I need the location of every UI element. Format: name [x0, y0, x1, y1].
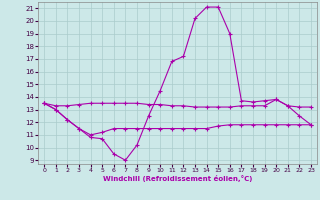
X-axis label: Windchill (Refroidissement éolien,°C): Windchill (Refroidissement éolien,°C) — [103, 175, 252, 182]
